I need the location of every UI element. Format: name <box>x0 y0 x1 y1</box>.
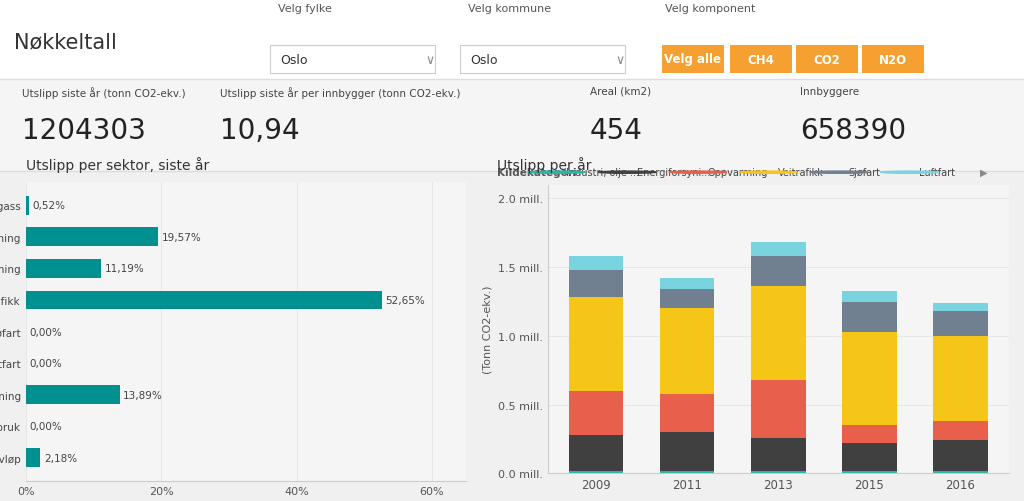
Text: Utslipp per år: Utslipp per år <box>497 157 591 173</box>
Text: N2O: N2O <box>879 54 907 66</box>
Circle shape <box>810 172 867 174</box>
Bar <box>568 271 624 298</box>
Bar <box>568 391 624 435</box>
FancyBboxPatch shape <box>270 46 435 74</box>
Text: 19,57%: 19,57% <box>162 232 202 242</box>
Text: 658390: 658390 <box>800 117 906 145</box>
Text: ∨: ∨ <box>425 54 434 66</box>
FancyBboxPatch shape <box>730 46 792 74</box>
Text: Utslipp siste år (tonn CO2-ekv.): Utslipp siste år (tonn CO2-ekv.) <box>22 87 185 99</box>
Bar <box>933 421 988 440</box>
Bar <box>568 298 624 391</box>
Bar <box>26 448 40 467</box>
Text: ∨: ∨ <box>615 54 624 66</box>
Bar <box>933 312 988 336</box>
FancyBboxPatch shape <box>862 46 924 74</box>
Text: Energiforsyni...: Energiforsyni... <box>637 168 710 178</box>
Circle shape <box>528 172 586 174</box>
Text: 52,65%: 52,65% <box>386 296 425 306</box>
Text: 10,94: 10,94 <box>220 117 300 145</box>
Bar <box>568 257 624 271</box>
Bar <box>751 438 806 471</box>
Bar <box>659 279 715 290</box>
Bar <box>0 0 1024 80</box>
Text: Veitrafikk: Veitrafikk <box>777 168 823 178</box>
Text: 13,89%: 13,89% <box>123 390 163 400</box>
Bar <box>842 471 897 473</box>
Bar <box>26 291 382 310</box>
Text: Kildekategori: Kildekategori <box>497 168 577 178</box>
Y-axis label: (Tonn CO2-ekv.): (Tonn CO2-ekv.) <box>482 285 493 374</box>
Bar <box>751 287 806 380</box>
Bar <box>933 471 988 473</box>
Bar <box>842 332 897 425</box>
Bar <box>842 425 897 443</box>
Circle shape <box>739 172 797 174</box>
Text: Luftfart: Luftfart <box>919 168 954 178</box>
Bar <box>933 303 988 312</box>
Text: CO2: CO2 <box>813 54 841 66</box>
FancyBboxPatch shape <box>662 46 724 74</box>
Bar <box>842 302 897 332</box>
FancyBboxPatch shape <box>460 46 625 74</box>
Text: ▶: ▶ <box>980 168 987 178</box>
Bar <box>842 443 897 471</box>
Circle shape <box>598 172 656 174</box>
Text: Velg kommune: Velg kommune <box>468 4 551 14</box>
Bar <box>26 228 158 247</box>
Text: Velg komponent: Velg komponent <box>665 4 756 14</box>
Bar <box>751 380 806 438</box>
Text: 1204303: 1204303 <box>22 117 145 145</box>
Circle shape <box>669 172 726 174</box>
Text: Industri, olje ...: Industri, olje ... <box>566 168 639 178</box>
Text: Oslo: Oslo <box>280 54 307 66</box>
Text: Areal (km2): Areal (km2) <box>590 87 651 97</box>
Text: Oppvarming: Oppvarming <box>708 168 767 178</box>
Bar <box>659 309 715 394</box>
Circle shape <box>881 172 938 174</box>
Bar <box>751 257 806 287</box>
Text: Velg alle: Velg alle <box>665 54 722 66</box>
Bar <box>933 440 988 471</box>
Text: 2,18%: 2,18% <box>44 453 77 463</box>
Text: 0,52%: 0,52% <box>33 201 66 211</box>
Bar <box>659 471 715 473</box>
Bar <box>659 290 715 309</box>
Bar <box>751 471 806 473</box>
Bar <box>659 432 715 471</box>
Text: Nøkkeltall: Nøkkeltall <box>14 32 117 52</box>
Bar <box>26 385 120 404</box>
Text: 0,00%: 0,00% <box>29 421 61 431</box>
Text: Utslipp per sektor, siste år: Utslipp per sektor, siste år <box>26 157 209 173</box>
Bar <box>568 471 624 473</box>
Text: Velg fylke: Velg fylke <box>278 4 332 14</box>
FancyBboxPatch shape <box>796 46 858 74</box>
Bar <box>568 435 624 471</box>
Bar <box>659 394 715 432</box>
Text: Utslipp siste år per innbygger (tonn CO2-ekv.): Utslipp siste år per innbygger (tonn CO2… <box>220 87 461 99</box>
Bar <box>933 336 988 421</box>
Text: Innbyggere: Innbyggere <box>800 87 859 97</box>
Bar <box>751 243 806 257</box>
Bar <box>0 80 1024 172</box>
Text: 0,00%: 0,00% <box>29 327 61 337</box>
Bar <box>26 196 29 215</box>
Text: 11,19%: 11,19% <box>104 264 144 274</box>
Text: CH4: CH4 <box>748 54 774 66</box>
Text: 0,00%: 0,00% <box>29 358 61 368</box>
Bar <box>26 260 101 279</box>
Text: Sjøfart: Sjøfart <box>848 168 880 178</box>
Text: 454: 454 <box>590 117 643 145</box>
Bar <box>842 291 897 302</box>
Text: Oslo: Oslo <box>470 54 498 66</box>
